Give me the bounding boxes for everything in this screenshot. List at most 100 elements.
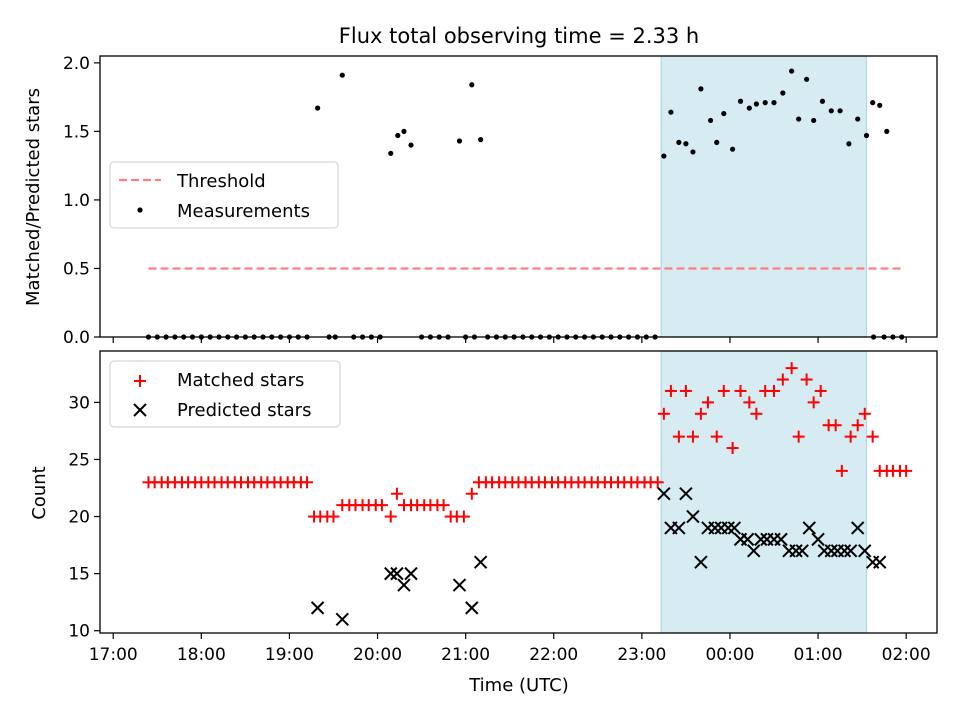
predicted-legend-swatch xyxy=(133,403,147,417)
predicted-star-point xyxy=(850,521,865,535)
y-tick-label: 10 xyxy=(68,622,90,642)
measurement-point xyxy=(811,117,817,124)
measurement-point xyxy=(707,117,714,124)
predicted-star-point xyxy=(404,566,418,581)
measurement-point xyxy=(676,139,682,145)
x-tick-label: 00:00 xyxy=(705,645,754,665)
predicted-star-point xyxy=(679,487,693,501)
matched-star-point xyxy=(710,430,723,443)
matched-star-point xyxy=(734,384,747,397)
count-y-ticks: 10 15 20 25 30 xyxy=(68,393,100,642)
ratio-y-axis-label: Matched/Predicted stars xyxy=(23,88,44,306)
matched-star-point xyxy=(717,384,730,397)
measurement-point xyxy=(315,105,321,111)
matched-star-point xyxy=(686,430,699,443)
ratio-axes-frame xyxy=(99,55,938,338)
y-tick-label: 15 xyxy=(68,565,90,585)
measurement-point xyxy=(469,82,475,88)
measurements-legend-swatch xyxy=(137,207,143,213)
measurement-point xyxy=(870,100,876,106)
measurement-point xyxy=(456,138,463,144)
matched-star-point xyxy=(664,384,677,397)
matched-star-point xyxy=(785,362,798,375)
y-tick-label: 25 xyxy=(68,450,90,470)
measurement-point xyxy=(721,110,727,117)
x-tick-label: 19:00 xyxy=(265,645,314,665)
predicted-star-point xyxy=(774,532,788,547)
y-tick-label: 2.0 xyxy=(63,54,90,74)
measurement-point xyxy=(478,137,484,143)
matched-star-point xyxy=(807,396,820,409)
predicted-star-point xyxy=(694,555,708,569)
measurement-point xyxy=(683,141,689,147)
measurement-point xyxy=(408,142,414,148)
matched-star-point xyxy=(776,373,789,386)
matched-star-point xyxy=(814,384,827,397)
measurement-point xyxy=(884,128,890,134)
ratio-x-ticks xyxy=(112,337,907,343)
predicted-star-point xyxy=(747,544,761,558)
x-tick-label: 02:00 xyxy=(882,645,931,665)
predicted-star-point xyxy=(740,532,755,547)
predicted-star-point xyxy=(686,509,700,524)
y-tick-label: 0.0 xyxy=(63,328,90,348)
measurement-point xyxy=(796,116,802,122)
matched-star-point xyxy=(384,510,397,523)
measurements-legend-label: Measurements xyxy=(177,201,310,222)
measurement-point xyxy=(661,153,667,159)
measurement-point xyxy=(828,108,834,114)
predicted-star-point xyxy=(858,544,872,558)
matched-star-point xyxy=(701,396,714,409)
predicted-legend-label: Predicted stars xyxy=(177,400,311,421)
matched-star-point xyxy=(844,430,857,443)
y-tick-label: 20 xyxy=(68,508,90,528)
matched-star-point xyxy=(851,419,864,432)
matched-star-point xyxy=(390,487,403,500)
count-marks xyxy=(142,362,913,627)
matched-star-point xyxy=(657,407,670,420)
predicted-star-point xyxy=(310,601,325,615)
measurement-point xyxy=(753,101,759,107)
ratio-legend: Threshold Measurements xyxy=(109,161,339,229)
x-tick-label: 17:00 xyxy=(89,645,138,665)
chart-title: Flux total observing time = 2.33 h xyxy=(339,24,699,48)
measurement-point xyxy=(737,98,744,104)
count-panel: 10 15 20 25 30 17:00 18:00 19:00 20:00 21:00 22:0… xyxy=(29,350,938,696)
matched-star-point xyxy=(437,499,450,512)
predicted-star-point xyxy=(335,612,349,627)
threshold-legend-label: Threshold xyxy=(176,171,266,192)
matched-star-point xyxy=(800,373,813,386)
matched-star-point xyxy=(465,487,478,500)
predicted-star-point xyxy=(708,521,722,535)
measurement-point xyxy=(395,132,401,139)
highlight-span-bottom xyxy=(660,350,868,634)
y-tick-label: 30 xyxy=(68,393,90,413)
measurement-point xyxy=(837,108,843,114)
x-tick-label: 22:00 xyxy=(529,645,578,665)
measurement-point xyxy=(762,100,768,106)
measurement-point xyxy=(863,132,870,139)
measurement-point xyxy=(819,98,826,104)
measurement-point xyxy=(690,149,696,155)
measurement-point xyxy=(804,76,810,82)
predicted-star-point xyxy=(452,578,467,592)
predicted-star-point xyxy=(837,544,852,558)
matched-star-point xyxy=(301,476,314,489)
measurement-point xyxy=(771,100,777,106)
measurement-point xyxy=(698,86,704,92)
count-legend-box xyxy=(109,360,341,428)
predicted-star-point xyxy=(795,544,809,558)
matched-star-point xyxy=(858,407,871,420)
measurement-point xyxy=(388,150,394,156)
y-tick-label: 1.5 xyxy=(63,122,90,142)
predicted-star-point xyxy=(873,555,887,569)
x-tick-label: 21:00 xyxy=(441,645,490,665)
x-tick-label: 01:00 xyxy=(794,645,843,665)
predicted-star-point xyxy=(384,566,398,581)
ratio-y-ticks: 0.0 0.5 1.0 1.5 2.0 xyxy=(63,54,100,348)
measurement-point xyxy=(746,105,752,111)
measurement-point xyxy=(401,128,407,134)
matched-star-point xyxy=(457,510,470,523)
measurement-point xyxy=(846,141,852,147)
